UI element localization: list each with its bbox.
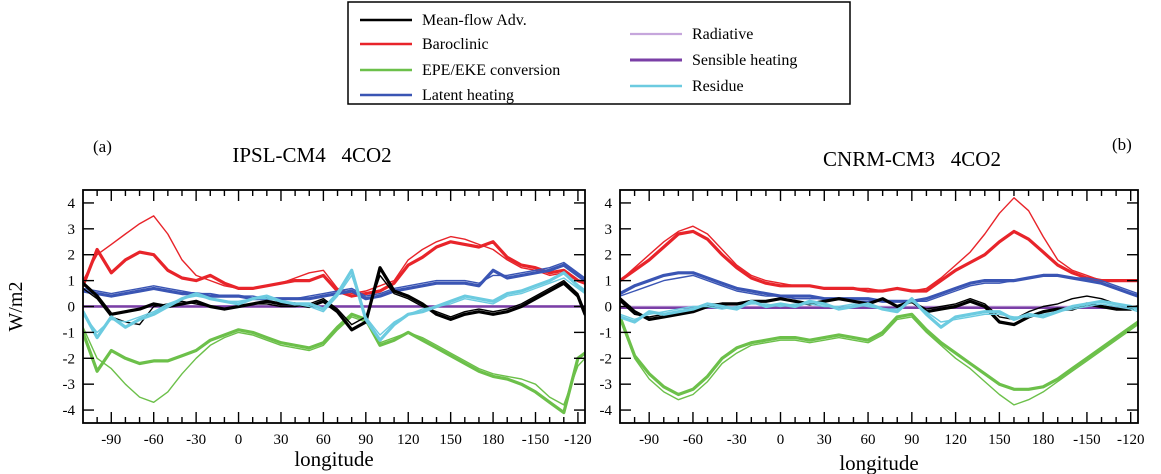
x-tick-label: 60 [861, 432, 876, 448]
x-tick-label: -150 [522, 432, 550, 448]
x-tick-label: 90 [358, 432, 373, 448]
x-axis-label: longitude [294, 447, 373, 471]
x-tick-label: 150 [439, 432, 462, 448]
x-axis-label: longitude [839, 451, 918, 474]
x-tick-label: -120 [564, 432, 592, 448]
x-tick-label: 180 [482, 432, 505, 448]
legend: Mean-flow Adv. Baroclinic EPE/EKE conversi… [347, 1, 851, 105]
x-tick-label: 0 [777, 432, 785, 448]
legend-box [347, 1, 851, 105]
x-tick-label: -60 [144, 432, 164, 448]
series-line-epe-eke-conversion [620, 316, 1138, 406]
legend-label: Residue [692, 78, 744, 95]
x-tick-label: -90 [639, 432, 659, 448]
series-line-residue [620, 300, 1138, 323]
x-tick-label: 0 [235, 432, 243, 448]
x-tick-label: 90 [904, 432, 919, 448]
y-tick-label: -1 [63, 325, 76, 341]
y-tick-label: -4 [600, 403, 613, 419]
panel-title: IPSL-CM4 4CO2 [232, 143, 391, 167]
x-tick-label: -60 [683, 432, 703, 448]
x-tick-label: 30 [273, 432, 288, 448]
x-tick-label: 120 [944, 432, 967, 448]
series-line-latent-heating [620, 274, 1138, 302]
legend-label: Sensible heating [692, 52, 797, 69]
series-line-residue [83, 274, 585, 336]
panel-label: (b) [1112, 135, 1132, 154]
y-tick-label: 1 [68, 274, 76, 290]
legend-entry-epe-eke-conversion: EPE/EKE conversion [360, 62, 560, 79]
y-tick-label: 2 [605, 248, 613, 264]
x-tick-label: 120 [397, 432, 420, 448]
legend-entry-residue: Residue [630, 78, 744, 95]
series-line-epe-eke-conversion [83, 316, 585, 406]
panel-a: (a) IPSL-CM4 4CO2-90 -60 -30 0 30 60 90 120 150 18… [5, 137, 592, 471]
legend-entry-radiative: Radiative [630, 26, 753, 43]
x-tick-label: -90 [101, 432, 121, 448]
y-tick-label: 0 [605, 300, 613, 316]
series-group [83, 215, 585, 415]
legend-label: Radiative [692, 26, 753, 43]
y-tick-label: 0 [68, 300, 76, 316]
x-tick-label: 180 [1032, 432, 1055, 448]
legend-label: EPE/EKE conversion [422, 62, 560, 79]
y-tick-label: -3 [63, 377, 76, 393]
legend-label: Baroclinic [422, 36, 489, 53]
series-line-baroclinic [83, 215, 585, 295]
series-line-epe-eke-conversion [83, 312, 585, 415]
x-tick-label: 60 [316, 432, 331, 448]
legend-entry-latent-heating: Latent heating [360, 87, 514, 104]
panel-title: CNRM-CM3 4CO2 [823, 147, 1001, 171]
panel-label: (a) [93, 137, 112, 156]
legend-entry-baroclinic: Baroclinic [360, 36, 489, 53]
y-tick-label: -1 [600, 325, 613, 341]
legend-entry-sensible-heating: Sensible heating [630, 52, 797, 69]
series-line-baroclinic [620, 197, 1138, 292]
y-tick-label: -4 [63, 403, 76, 419]
x-tick-label: 30 [817, 432, 832, 448]
x-tick-label: 150 [988, 432, 1011, 448]
y-tick-label: 3 [68, 222, 76, 238]
y-tick-label: -3 [600, 377, 613, 393]
x-tick-label: -150 [1073, 432, 1101, 448]
x-tick-label: -120 [1117, 432, 1145, 448]
x-tick-label: -30 [727, 432, 747, 448]
x-tick-label: -30 [186, 432, 206, 448]
y-tick-label: -2 [63, 351, 76, 367]
series-line-residue [83, 268, 585, 342]
legend-label: Mean-flow Adv. [422, 12, 527, 29]
y-tick-label: 3 [605, 222, 613, 238]
y-tick-label: 1 [605, 274, 613, 290]
y-tick-label: -2 [600, 351, 613, 367]
panel-b: (b)CNRM-CM3 4CO2-90 -60 -30 0 30 60 90 120 150 18… [600, 135, 1145, 474]
legend-label: Latent heating [422, 87, 514, 104]
y-axis-label: W/m2 [5, 282, 27, 332]
y-tick-label: 4 [605, 196, 613, 212]
legend-entry-mean-flow-adv: Mean-flow Adv. [360, 12, 527, 29]
y-tick-label: 4 [68, 196, 76, 212]
series-group [620, 197, 1138, 406]
series-line-epe-eke-conversion [620, 312, 1138, 397]
y-tick-label: 2 [68, 248, 76, 264]
